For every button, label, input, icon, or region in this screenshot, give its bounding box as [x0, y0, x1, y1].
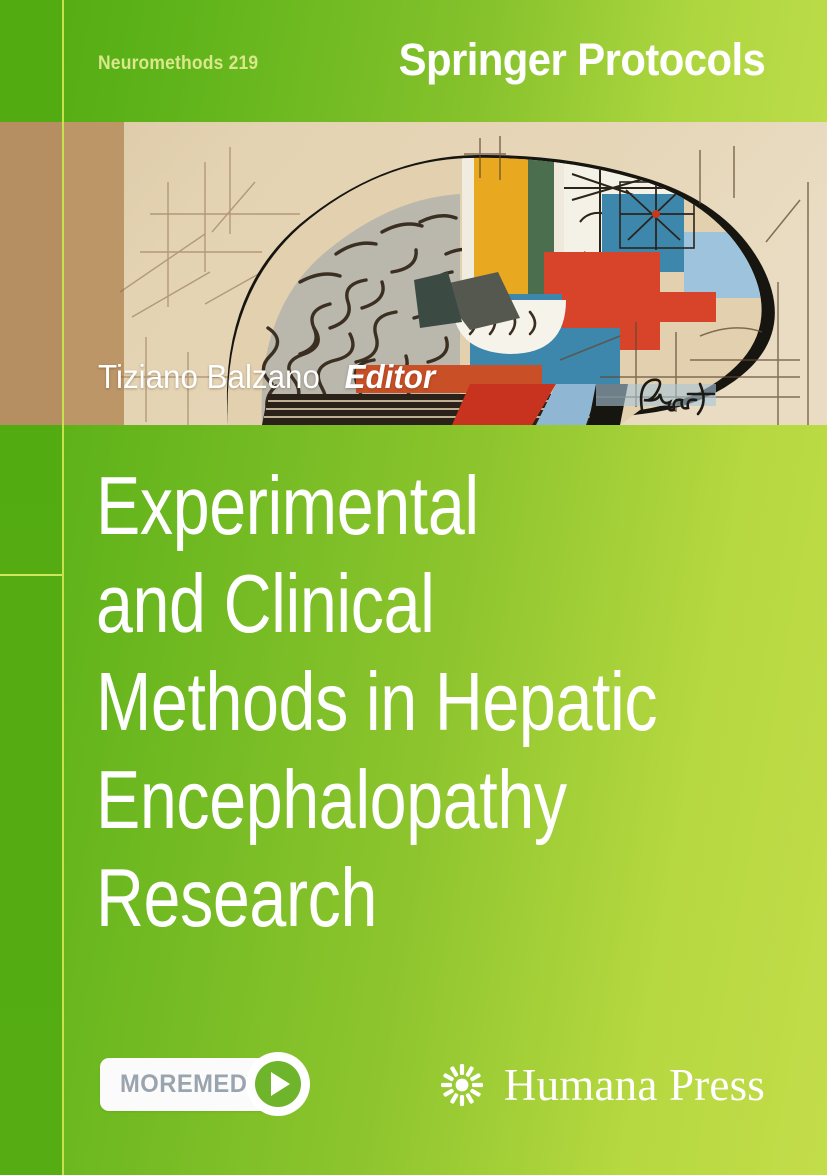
editor-line: Tiziano Balzano Editor [98, 358, 435, 396]
strip-horizontal-divider [0, 574, 62, 576]
series-label: Neuromethods 219 [98, 53, 259, 74]
left-strip-art-block [0, 122, 62, 425]
header-band [0, 0, 827, 122]
title-line-5: Research [96, 851, 377, 944]
artwork-star-sketch [619, 178, 695, 250]
editor-role: Editor [344, 358, 436, 395]
artwork-grey-wedge [436, 272, 520, 330]
strip-vertical-divider [62, 0, 64, 1175]
artwork-bar-cream [462, 157, 474, 302]
play-triangle-icon [270, 1072, 290, 1096]
artwork-dark-wedge [414, 272, 462, 328]
title-line-4: Encephalopathy [96, 753, 567, 846]
publisher-name: Humana Press [503, 1060, 765, 1110]
artwork-left-tan2 [64, 122, 124, 425]
artwork-bar-cream2 [554, 157, 564, 302]
artwork-red-wedge [452, 384, 556, 425]
title-line-2: and Clinical [96, 557, 435, 650]
artwork-sketch-lines-left [118, 147, 300, 425]
artwork-block-red [544, 252, 716, 350]
editor-name: Tiziano Balzano [98, 358, 320, 395]
play-icon [255, 1061, 301, 1107]
play-button[interactable] [246, 1052, 310, 1116]
publisher-logo: Humana Press [436, 1050, 765, 1120]
page-title: Experimental and Clinical Methods in Hep… [96, 457, 796, 947]
artwork-signature [639, 378, 716, 416]
title-line-1: Experimental [96, 459, 479, 552]
sunburst-icon [440, 1064, 483, 1106]
brand-label: Springer Protocols [398, 34, 765, 85]
title-line-3: Methods in Hepatic [96, 655, 658, 748]
artwork-blue-wedge [536, 384, 600, 425]
